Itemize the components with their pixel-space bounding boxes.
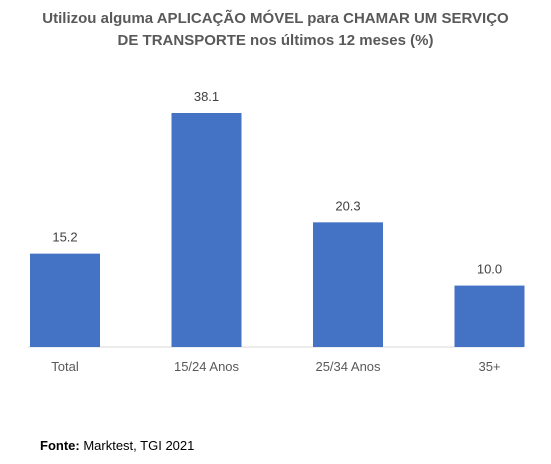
bar-2 (171, 113, 242, 347)
bar-chart: 15.2 Total 38.1 15/24 Anos 20.3 25/34 Anos 10.… (28, 89, 525, 374)
chart-title-line-2: DE TRANSPORTE nos últimos 12 meses (%) (117, 32, 434, 49)
bar-3 (313, 222, 383, 347)
category-label-1: Total (51, 359, 79, 374)
data-label-2: 38.1 (194, 89, 219, 104)
chart-title: Utilizou alguma APLICAÇÃO MÓVEL para CHA… (0, 8, 551, 52)
bar-1 (30, 253, 100, 347)
source-text: Marktest, TGI 2021 (79, 438, 195, 453)
data-label-3: 20.3 (335, 198, 360, 213)
data-label-1: 15.2 (52, 230, 77, 245)
data-label-4: 10.0 (477, 262, 502, 277)
source-note: Fonte: Marktest, TGI 2021 (40, 438, 194, 453)
source-label: Fonte: (40, 438, 80, 453)
category-label-2: 15/24 Anos (174, 359, 240, 374)
bar-4 (454, 285, 525, 347)
chart-title-line-1: Utilizou alguma APLICAÇÃO MÓVEL para CHA… (42, 10, 509, 27)
category-label-3: 25/34 Anos (315, 359, 381, 374)
category-label-4: 35+ (478, 359, 500, 374)
